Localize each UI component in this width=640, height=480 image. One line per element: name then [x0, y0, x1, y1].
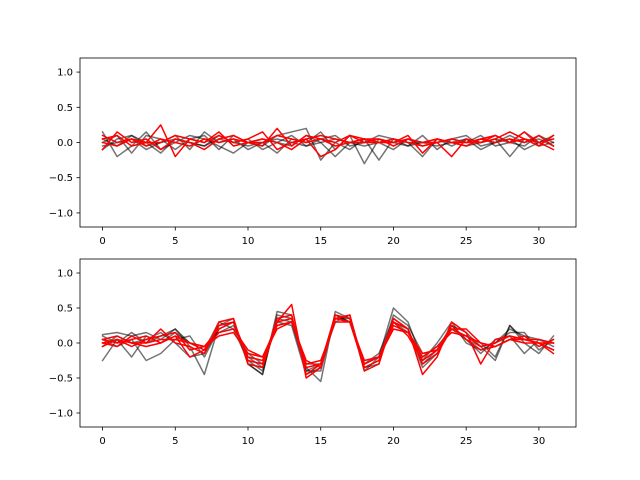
plot-1-x-tick-label: 25	[460, 236, 473, 247]
plot-1-x-tick-label: 30	[533, 236, 546, 247]
plot-1-x-tick-label: 20	[387, 236, 400, 247]
plot-2-series-line-10	[101, 317, 555, 369]
plot-1-x-tick-label: 0	[99, 236, 105, 247]
plot-2-y-tick-label: −0.5	[49, 374, 73, 385]
plot-2-y-tick-label: 1.0	[57, 269, 73, 280]
plot-1-y-tick-label: 0.5	[57, 103, 73, 114]
plot-2-x-tick-label: 0	[99, 436, 105, 447]
plot-1-x-tick-label: 10	[242, 236, 255, 247]
top-subplot: 0 5 10 15 20 25 30 −1.0 −0.5 0.0 0.5 1.0	[49, 57, 577, 247]
plot-1-series-line-1	[101, 127, 555, 161]
plot-2-x-tick-label: 10	[242, 436, 255, 447]
plot-1-y-tick-label: 1.0	[57, 68, 73, 79]
plot-1-x-tick-label: 15	[314, 236, 327, 247]
plot-2-series-group	[101, 303, 555, 383]
bottom-subplot: 0 5 10 15 20 25 30 −1.0 −0.5 0.0 0.5 1.0	[49, 258, 577, 447]
plot-2-x-tick-label: 20	[387, 436, 400, 447]
plot-2-x-tick-label: 25	[460, 436, 473, 447]
plot-2-x-tick-label: 30	[533, 436, 546, 447]
plot-2-y-tick-label: 0.5	[57, 304, 73, 315]
plot-1-series-group	[101, 124, 555, 165]
plot-1-series-line-9	[101, 131, 555, 151]
plot-2-x-tick-label: 5	[172, 436, 178, 447]
plot-2-y-tick-label: 0.0	[57, 339, 73, 350]
plot-1-x-tick-label: 5	[172, 236, 178, 247]
plot-2-y-tick-label: −1.0	[49, 409, 73, 420]
plot-1-y-tick-label: −0.5	[49, 173, 73, 184]
plot-1-y-tick-label: −1.0	[49, 208, 73, 219]
plot-1-series-line-8	[101, 131, 555, 154]
plot-1-y-tick-label: 0.0	[57, 138, 73, 149]
plot-2-x-tick-label: 15	[314, 436, 327, 447]
